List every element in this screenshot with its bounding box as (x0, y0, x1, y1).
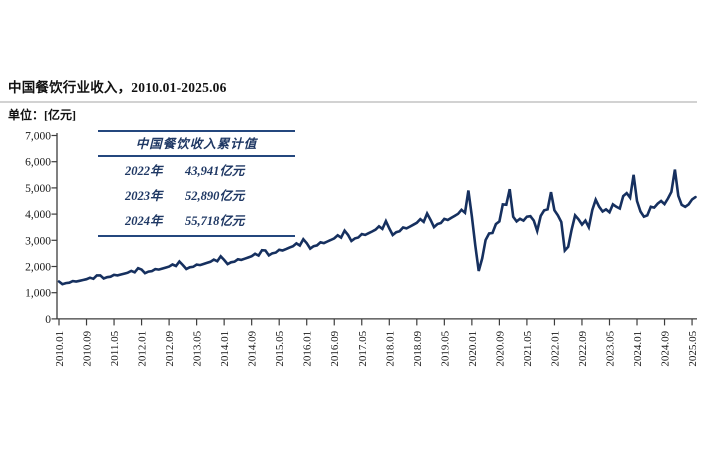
x-tick-label: 2011.05 (109, 330, 121, 366)
table-row: 2023年 52,890亿元 (98, 182, 295, 207)
x-tick-label: 2012.01 (137, 331, 149, 367)
y-tick-label: 6,000 (25, 157, 51, 169)
table-year-cell: 2024年 (125, 214, 163, 228)
cumulative-table: 中国餐饮收入累计值 2022年 43,941亿元 2023年 52,890亿元 … (98, 130, 295, 237)
x-tick-label: 2010.09 (82, 330, 94, 366)
x-tick-label: 2021.05 (522, 330, 534, 366)
x-tick-label: 2024.01 (632, 331, 644, 367)
x-tick-label: 2022.09 (577, 330, 589, 366)
x-tick-label: 2016.09 (329, 330, 341, 366)
x-tick-label: 2023.05 (604, 330, 616, 366)
table-year-cell: 2023年 (125, 189, 163, 203)
x-tick-label: 2015.05 (274, 330, 286, 366)
chart-title: 中国餐饮行业收入，2010.01-2025.06 (8, 80, 227, 95)
x-tick-label: 2016.01 (302, 331, 314, 367)
x-tick-label: 2020.09 (494, 330, 506, 366)
y-tick-label: 2,000 (25, 262, 51, 274)
x-tick-label: 2020.01 (467, 331, 479, 367)
x-tick-label: 2025.05 (687, 330, 699, 366)
x-tick-label: 2019.05 (439, 330, 451, 366)
table-year-cell: 2022年 (125, 164, 163, 178)
x-tick-label: 2010.01 (54, 331, 66, 367)
y-tick-label: 3,000 (25, 235, 51, 247)
x-tick-label: 2024.09 (660, 330, 672, 366)
title-divider (0, 101, 697, 103)
x-tick-label: 2012.09 (164, 330, 176, 366)
table-value-cell: 55,718亿元 (185, 214, 245, 228)
x-tick-label: 2014.01 (219, 331, 231, 367)
revenue-line (57, 169, 697, 286)
x-tick-label: 2022.01 (549, 331, 561, 367)
x-tick-label: 2017.05 (357, 330, 369, 366)
x-tick-label: 2014.09 (247, 330, 259, 366)
x-tick-label: 2018.01 (384, 331, 396, 367)
y-tick-label: 1,000 (25, 288, 51, 300)
y-tick-label: 4,000 (25, 209, 51, 221)
table-value-cell: 52,890亿元 (185, 189, 245, 203)
y-tick-label: 0 (45, 314, 51, 326)
table-row: 2022年 43,941亿元 (98, 157, 295, 182)
x-tick-label: 2013.05 (192, 330, 204, 366)
unit-axis-label: 单位：[亿元] (8, 108, 76, 122)
table-value-cell: 43,941亿元 (185, 164, 245, 178)
table-row: 2024年 55,718亿元 (98, 207, 295, 232)
y-tick-label: 5,000 (25, 183, 51, 195)
y-tick-label: 7,000 (25, 131, 51, 143)
x-tick-label: 2018.09 (412, 330, 424, 366)
table-title: 中国餐饮收入累计值 (98, 130, 295, 157)
